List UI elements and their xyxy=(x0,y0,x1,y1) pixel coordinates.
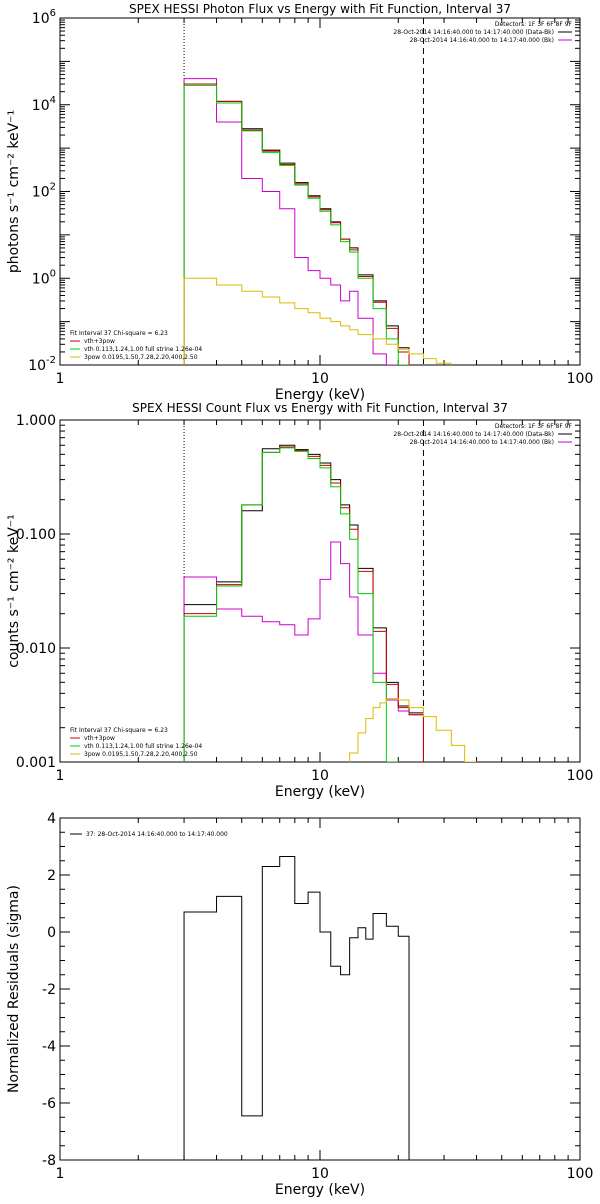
x-tick-label: 1 xyxy=(56,1166,65,1182)
y-tick-base: 10 xyxy=(32,98,50,114)
legend-inner-entry: 37: 28-Oct-2014 14:16:40.000 to 14:17:40… xyxy=(86,831,228,838)
x-tick-label: 10 xyxy=(311,371,329,387)
legend-bottom-entry: vth+3pow xyxy=(84,735,115,742)
legend-bottom-entry: 3pow 0.0195,1.50,7.28,2.20,400,2.50 xyxy=(84,354,198,361)
y-tick-base: -2 xyxy=(42,982,56,998)
legend-bottom-entry: vth+3pow xyxy=(84,338,115,345)
y-tick-base: 4 xyxy=(47,811,56,827)
y-tick-label: 102 xyxy=(32,182,56,201)
legend-bottom-entry: Fit Interval 37 Chi-square = 6.23 xyxy=(70,330,168,337)
y-tick-base: 0 xyxy=(47,925,56,941)
y-tick-exp: 4 xyxy=(50,95,56,106)
y-axis-label: photons s⁻¹ cm⁻² keV⁻¹ xyxy=(6,110,22,273)
y-tick-label: 104 xyxy=(32,95,56,114)
y-tick-base: -4 xyxy=(42,1039,56,1055)
y-tick-label: 100 xyxy=(32,268,56,287)
series-data-bk xyxy=(183,444,424,762)
y-tick-base: 10 xyxy=(32,11,50,27)
series-3pow xyxy=(349,698,478,762)
legend-top-entry: 28-Oct-2014 14:16:40.000 to 14:17:40.000… xyxy=(410,439,554,446)
series-vth xyxy=(183,447,399,762)
series-group xyxy=(183,78,452,365)
y-tick-label: 4 xyxy=(47,811,56,827)
y-tick-label: -8 xyxy=(42,1153,56,1169)
y-tick-label: -2 xyxy=(42,982,56,998)
x-tick-label: 100 xyxy=(567,1166,594,1182)
y-tick-label: -4 xyxy=(42,1039,56,1055)
chart-title: SPEX HESSI Photon Flux vs Energy with Fi… xyxy=(129,2,511,16)
x-tick-label: 100 xyxy=(567,371,594,387)
y-axis: -8 -6 -4 -2 0 2 4 Normalized Residuals (sigma) xyxy=(6,811,580,1169)
y-tick-base: 10 xyxy=(32,271,50,287)
series-bk xyxy=(183,541,424,762)
y-tick-label: 1.000 xyxy=(16,413,56,429)
y-tick-base: 2 xyxy=(47,868,56,884)
x-axis-label: Energy (keV) xyxy=(275,1182,365,1198)
legend-bottom-entry: 3pow 0.0195,1.50,7.28,2.20,400,2.50 xyxy=(84,751,198,758)
y-axis-label: counts s⁻¹ cm⁻² keV⁻¹ xyxy=(6,514,22,668)
y-tick-exp: -2 xyxy=(46,355,56,366)
legend-bottom-entry: vth 0.113,1.24,1.00 full strine 1.26e-04 xyxy=(84,743,202,750)
detectors-label: Detectors: 1F 3F 6F 8F 9F xyxy=(495,21,573,28)
x-tick-label: 1 xyxy=(56,768,65,784)
panel-1: SPEX HESSI Photon Flux vs Energy with Fi… xyxy=(6,2,593,403)
panel-2: SPEX HESSI Count Flux vs Energy with Fit… xyxy=(6,401,593,800)
legend-top-entry: 28-Oct-2014 14:16:40.000 to 14:17:40.000… xyxy=(393,431,554,438)
y-tick-base: 0.010 xyxy=(16,641,56,657)
series-vth xyxy=(183,84,410,365)
plot-frame xyxy=(59,817,581,1161)
y-tick-label: 0.010 xyxy=(16,641,56,657)
x-tick-label: 100 xyxy=(567,768,594,784)
chart-title: SPEX HESSI Count Flux vs Energy with Fit… xyxy=(132,401,508,415)
series-vth-3pow xyxy=(183,83,410,365)
x-axis-label: Energy (keV) xyxy=(275,784,365,800)
series-data-bk xyxy=(183,83,424,365)
legend-bottom-entry: Fit Interval 37 Chi-square = 6.23 xyxy=(70,727,168,734)
y-tick-base: -8 xyxy=(42,1153,56,1169)
legend-top-entry: 28-Oct-2014 14:16:40.000 to 14:17:40.000… xyxy=(410,37,554,44)
x-axis: 1 10 100 Energy (keV) xyxy=(56,818,594,1198)
y-tick-base: 10 xyxy=(32,185,50,201)
y-tick-label: -6 xyxy=(42,1096,56,1112)
y-tick-label: 2 xyxy=(47,868,56,884)
y-tick-base: -6 xyxy=(42,1096,56,1112)
x-tick-label: 10 xyxy=(311,1166,329,1182)
detectors-label: Detectors: 1F 3F 6F 8F 9F xyxy=(495,423,573,430)
series-residuals xyxy=(183,855,410,1160)
series-3pow xyxy=(183,277,452,365)
y-tick-base: 0.001 xyxy=(16,755,56,771)
y-axis: 0.001 0.010 0.100 1.000 counts s⁻¹ cm⁻² keV⁻… xyxy=(6,413,580,771)
y-tick-label: 0 xyxy=(47,925,56,941)
y-tick-label: 0.100 xyxy=(16,527,56,543)
x-tick-label: 10 xyxy=(311,768,329,784)
legend-top-entry: 28-Oct-2014 14:16:40.000 to 14:17:40.000… xyxy=(393,29,554,36)
y-tick-exp: 0 xyxy=(50,268,56,279)
legend-bottom-entry: vth 0.113,1.24,1.00 full strine 1.26e-04 xyxy=(84,346,202,353)
x-tick-label: 1 xyxy=(56,371,65,387)
y-axis-label: Normalized Residuals (sigma) xyxy=(6,885,22,1093)
y-tick-base: 10 xyxy=(28,358,46,374)
y-tick-base: 1.000 xyxy=(16,413,56,429)
y-tick-label: 106 xyxy=(32,8,56,27)
x-axis: 1 10 100 Energy (keV) xyxy=(56,18,594,403)
series-bk xyxy=(183,78,399,365)
series-vth-3pow xyxy=(183,446,424,762)
series-group xyxy=(183,855,410,1160)
y-tick-exp: 2 xyxy=(50,182,56,193)
series-group xyxy=(183,444,478,762)
y-tick-exp: 6 xyxy=(50,8,56,19)
x-axis: 1 10 100 Energy (keV) xyxy=(56,420,594,800)
y-tick-label: 0.001 xyxy=(16,755,56,771)
y-tick-label: 10-2 xyxy=(28,355,56,374)
y-tick-base: 0.100 xyxy=(16,527,56,543)
x-axis-label: Energy (keV) xyxy=(275,387,365,403)
panel-3: 1 10 100 Energy (keV) -8 -6 -4 -2 0 2 4 Normalized … xyxy=(6,811,593,1198)
